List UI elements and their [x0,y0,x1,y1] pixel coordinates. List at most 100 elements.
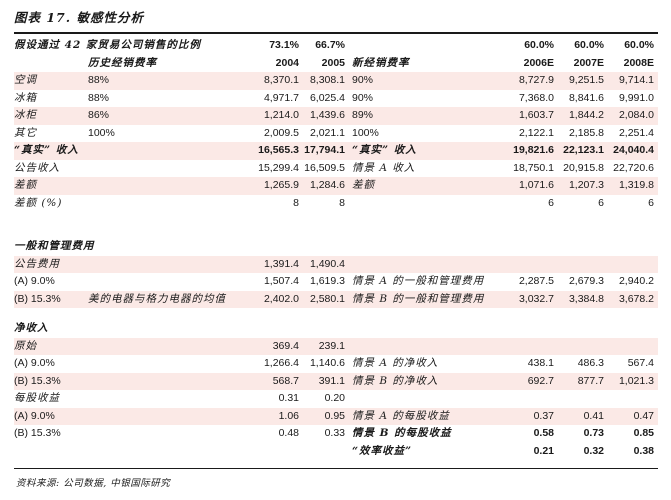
cell-y2004: 2004 [275,56,299,69]
table-section-gap [14,212,658,238]
cell-scenario: 100% [352,126,379,139]
cell-scenario: 情景 B 的一般和管理费用 [352,292,485,305]
cell-y2004: 2,402.0 [263,292,299,305]
table-row: 公告收入 15,299.4 16,509.5 情景 A 收入 18,750.1 20,91… [14,160,658,178]
cell-y2005: 2,021.1 [309,126,345,139]
table-row: (A) 9.0% 1.06 0.95 情景 A 的每股收益 0.37 0.41 0.47 [14,407,658,425]
cell-y2006e: 1,071.6 [518,179,554,191]
table-row: 差额 (%) 8 8 6 6 6 [14,195,658,213]
cell-y2004: 1,266.4 [263,357,299,369]
cell-scenario: “真实” 收入 [352,144,417,156]
table-row: (B) 15.3% 0.48 0.33 情景 B 的每股收益 0.58 0.73 0.85 [14,425,658,443]
table-row: 其它 100% 2,009.5 2,021.1 100% 2,122.1 2,185.8 2,… [14,125,658,143]
cell-y2005: 0.95 [324,409,345,422]
cell-y2004: 4,971.7 [263,91,299,104]
section-label: 一般和管理费用 [14,240,95,252]
cell-scenario: 情景 B 的每股收益 [352,427,452,439]
cell-hist-rate: 历史经销费率 [88,56,157,69]
cell-y2008e: 9,714.1 [618,74,654,86]
cell-y2005: 239.1 [318,339,345,352]
bottom-rule [14,468,658,469]
cell-y2004: 568.7 [272,374,299,387]
cell-y2006e: 6 [548,196,554,209]
cell-y2008e: 567.4 [627,357,654,369]
cell-y2007e: 1,207.3 [568,179,604,191]
cell-item: 原始 [14,339,37,352]
cell-y2007e: 2,679.3 [568,275,604,287]
cell-y2005: 1,490.4 [309,257,345,270]
cell-y2005: 2,580.1 [309,292,345,305]
cell-y2004: 8 [293,196,299,209]
sensitivity-table: 假设通过 42 家贸易公司销售的比例 73.1% 66.7% 60.0% 60.0% 60… [14,37,658,460]
cell-y2007e: 22,123.1 [563,144,604,156]
cell-y2005: 8,308.1 [309,74,345,86]
cell-y2005: 8 [339,196,345,209]
cell-y2007e: 1,844.2 [568,109,604,121]
cell-y2007e: 8,841.6 [568,91,604,104]
table-row: 公告费用 1,391.4 1,490.4 [14,255,658,273]
table-row: 每股收益 0.31 0.20 [14,390,658,408]
table-title: 图表 17. 敏感性分析 [14,10,144,25]
cell-y2006e: 2,122.1 [518,126,554,139]
cell-y2008e: 1,319.8 [618,179,654,191]
cell-y2004: 1,214.0 [263,109,299,121]
table-row: “真实” 收入 16,565.3 17,794.1 “真实” 收入 19,821.6 22… [14,142,658,160]
cell-y2006e: 0.58 [533,427,554,439]
cell-item: 每股收益 [14,392,60,404]
cell-y2004: 1,265.9 [263,179,299,191]
cell-y2007e: 0.73 [583,427,604,439]
cell-y2005: 1,439.6 [309,109,345,121]
cell-y2004: 369.4 [272,339,299,352]
cell-y2004: 1,391.4 [263,257,299,270]
table-row: (A) 9.0% 1,507.4 1,619.3 情景 A 的一般和管理费用 2,287… [14,273,658,291]
cell-hist-rate: 88% [88,74,110,86]
cell-y2005: 6,025.4 [309,91,345,104]
source-note: 资料来源: 公司数据, 中银国际研究 [16,478,171,489]
cell-y2008e: 0.38 [633,444,654,457]
cell-y2007e: 20,915.8 [563,161,604,174]
cell-scenario: 情景 A 的每股收益 [352,409,450,422]
cell-y2008e: 3,678.2 [618,292,654,305]
cell-item: (B) 15.3% [14,427,61,439]
cell-y2006e: 3,032.7 [518,292,554,305]
table-row: 原始 369.4 239.1 [14,337,658,355]
cell-item: (B) 15.3% [14,292,61,305]
table-row: (B) 15.3% 568.7 391.1 情景 B 的净收入 692.7 877.7 1,… [14,372,658,390]
cell-item: 冰柜 [14,109,37,121]
cell-y2004: 0.48 [278,427,299,439]
cell-hist-rate: 100% [88,126,115,139]
cell-y2005: 391.1 [318,374,345,387]
cell-y2005: 0.33 [324,427,345,439]
cell-scenario: 差额 [352,179,375,191]
cell-y2006e: 60.0% [524,39,554,51]
cell-y2006e: 692.7 [527,374,554,387]
cell-scenario: 情景 A 的一般和管理费用 [352,275,485,287]
cell-y2004: 16,565.3 [258,144,299,156]
table-row: 冰柜 86% 1,214.0 1,439.6 89% 1,603.7 1,844.2 2,08… [14,107,658,125]
cell-scenario: 90% [352,74,374,86]
cell-y2007e: 2007E [573,56,604,69]
cell-y2008e: 6 [648,196,654,209]
cell-item: 公告收入 [14,161,60,174]
cell-y2005: 66.7% [315,39,345,51]
cell-y2005: 1,284.6 [309,179,345,191]
cell-y2008e: 2008E [623,56,654,69]
cell-item: 其它 [14,126,37,139]
cell-y2006e: 0.37 [533,409,554,422]
cell-item: 差额 (%) [14,196,63,209]
cell-y2004: 15,299.4 [258,161,299,174]
cell-y2008e: 1,021.3 [618,374,654,387]
cell-y2005: 17,794.1 [304,144,345,156]
cell-item: 冰箱 [14,91,37,104]
cell-item: 假设通过 42 家贸易公司销售的比例 [14,39,201,51]
table-row: 冰箱 88% 4,971.7 6,025.4 90% 7,368.0 8,841.6 9,99… [14,90,658,108]
cell-scenario: 情景 A 的净收入 [352,357,439,369]
cell-y2004: 73.1% [269,39,299,51]
cell-item: 公告费用 [14,257,60,270]
cell-scenario: 90% [352,91,374,104]
section-label: 净收入 [14,322,49,334]
cell-y2005: 1,140.6 [309,357,345,369]
cell-y2008e: 9,991.0 [618,91,654,104]
cell-y2006e: 7,368.0 [518,91,554,104]
